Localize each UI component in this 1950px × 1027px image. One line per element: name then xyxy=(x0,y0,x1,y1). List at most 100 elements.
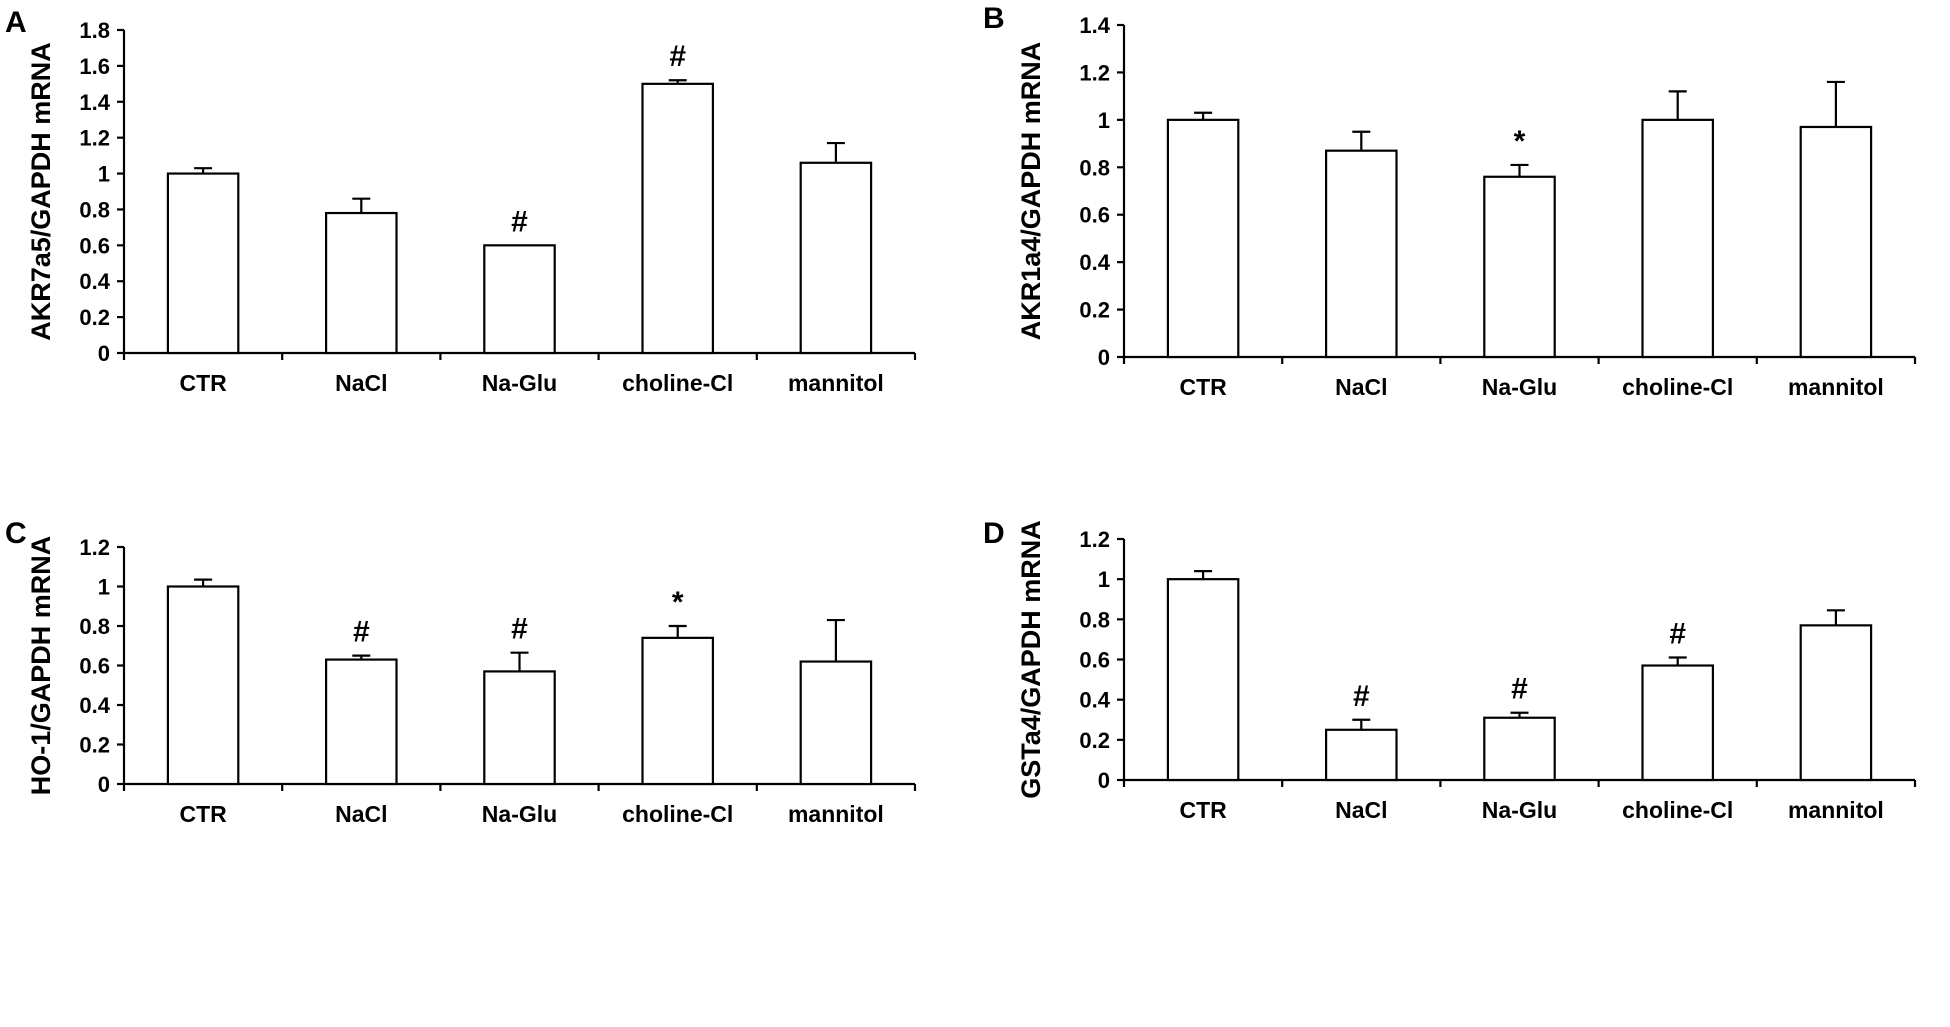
y-axis-label-d: GSTa4/GAPDH mRNA xyxy=(1016,520,1046,799)
x-category-label: Na-Glu xyxy=(1482,797,1557,823)
y-tick-label: 0 xyxy=(98,772,110,797)
error-bar-c-ctr xyxy=(194,578,213,587)
error-bar-d-choline-cl xyxy=(1668,656,1687,666)
error-bar-b-na-glu xyxy=(1510,163,1529,177)
y-axis-label-b: AKR1a4/GAPDH mRNA xyxy=(1016,42,1046,341)
bar-c-ctr xyxy=(166,585,240,786)
chart-panel-b: B AKR1a4/GAPDH mRNA 0 0.2 0.4 0.6 0.8 1 1.2 1.4 CT… xyxy=(975,0,1950,505)
y-tick-label: 1.4 xyxy=(79,90,110,115)
y-tick-label: 0.8 xyxy=(1079,607,1110,632)
y-axis-label-c: HO-1/GAPDH mRNA xyxy=(26,536,56,796)
y-tick-label: 0.8 xyxy=(79,197,110,222)
error-bar-d-mannitol xyxy=(1826,609,1845,626)
y-axis-label-a: AKR7a5/GAPDH mRNA xyxy=(26,42,56,341)
error-bar-a-choline-cl xyxy=(668,79,687,84)
significance-mark: # xyxy=(1511,673,1528,706)
error-bar-b-nacl xyxy=(1352,130,1371,151)
error-bar-d-na-glu xyxy=(1510,711,1529,718)
chart-svg-c: CHO-1/GAPDH mRNA 0 0.2 0.4 0.6 0.8 1 1.2 CTR # NaC… xyxy=(5,517,917,827)
y-tick-label: 0.6 xyxy=(1079,203,1110,228)
bar-d-nacl xyxy=(1325,728,1398,782)
bar-b-na-glu xyxy=(1483,175,1556,359)
x-category-label: choline-Cl xyxy=(622,370,733,396)
significance-mark: # xyxy=(1353,680,1370,713)
x-category-label: choline-Cl xyxy=(1622,374,1733,400)
bar-c-na-glu xyxy=(483,670,556,786)
panel-letter-c: C xyxy=(5,517,27,550)
x-category-label: Na-Glu xyxy=(482,801,557,827)
x-category-label: CTR xyxy=(1179,374,1227,400)
y-tick-label: 1.2 xyxy=(1079,60,1110,85)
bar-b-choline-cl xyxy=(1641,118,1714,359)
y-tick-label: 0.6 xyxy=(79,233,110,258)
x-category-label: mannitol xyxy=(788,801,884,827)
panel-letter-b: B xyxy=(983,2,1005,35)
significance-mark: # xyxy=(511,205,528,238)
bar-c-mannitol xyxy=(799,660,873,786)
y-tick-label: 0.4 xyxy=(79,269,110,294)
error-bar-d-nacl xyxy=(1352,718,1371,730)
x-category-label: NaCl xyxy=(1335,797,1387,823)
error-bar-a-nacl xyxy=(352,197,371,214)
x-category-label: choline-Cl xyxy=(1622,797,1733,823)
y-tick-label: 0.4 xyxy=(1079,688,1110,713)
bar-a-nacl xyxy=(325,211,398,355)
y-tick-label: 0.8 xyxy=(1079,155,1110,180)
bar-c-choline-cl xyxy=(641,636,714,786)
bar-a-mannitol xyxy=(799,161,873,355)
bar-d-na-glu xyxy=(1483,716,1556,782)
x-category-label: NaCl xyxy=(335,370,387,396)
error-bar-d-ctr xyxy=(1194,570,1213,580)
y-tick-label: 1.8 xyxy=(79,18,110,43)
y-tick-label: 0 xyxy=(1098,345,1110,370)
x-category-label: CTR xyxy=(179,801,227,827)
significance-mark: # xyxy=(511,613,528,646)
error-bar-b-mannitol xyxy=(1826,80,1845,127)
y-tick-label: 1 xyxy=(98,575,110,600)
y-tick-label: 1.2 xyxy=(1079,527,1110,552)
y-tick-label: 0.6 xyxy=(1079,648,1110,673)
y-tick-label: 1 xyxy=(1098,108,1110,133)
y-tick-label: 0.6 xyxy=(79,654,110,679)
error-bar-a-ctr xyxy=(194,167,213,174)
significance-mark: # xyxy=(353,616,370,649)
y-tick-label: 0.2 xyxy=(79,733,110,758)
y-tick-label: 0.2 xyxy=(79,305,110,330)
significance-mark: * xyxy=(672,586,684,619)
x-category-label: CTR xyxy=(1179,797,1227,823)
x-category-label: NaCl xyxy=(1335,374,1387,400)
y-tick-label: 1.6 xyxy=(79,54,110,79)
x-category-label: NaCl xyxy=(335,801,387,827)
y-tick-label: 1 xyxy=(98,162,110,187)
x-category-label: choline-Cl xyxy=(622,801,733,827)
panel-letter-a: A xyxy=(5,6,27,39)
chart-panel-a: A AKR7a5/GAPDH mRNA 0 0.2 0.4 0.6 0.8 1 1.2 1.4 1.… xyxy=(0,0,960,505)
x-category-label: Na-Glu xyxy=(1482,374,1557,400)
y-tick-label: 1.2 xyxy=(79,126,110,151)
error-bar-c-mannitol xyxy=(826,618,845,662)
chart-svg-b: B AKR1a4/GAPDH mRNA 0 0.2 0.4 0.6 0.8 1 1.2 1.4 CT… xyxy=(983,2,1917,400)
bar-b-ctr xyxy=(1166,118,1240,359)
y-tick-label: 1.4 xyxy=(1079,13,1110,38)
y-tick-label: 0.4 xyxy=(79,693,110,718)
bar-d-mannitol xyxy=(1799,624,1873,782)
significance-mark: # xyxy=(1669,617,1686,650)
x-category-label: CTR xyxy=(179,370,227,396)
error-bar-a-mannitol xyxy=(826,141,845,163)
bar-a-ctr xyxy=(166,172,240,355)
chart-panel-d: D GSTa4/GAPDH mRNA 0 0.2 0.4 0.6 0.8 1 1.2 CTR # Na… xyxy=(975,505,1950,1027)
error-bar-b-choline-cl xyxy=(1668,90,1687,120)
bar-d-choline-cl xyxy=(1641,664,1714,782)
chart-svg-d: D GSTa4/GAPDH mRNA 0 0.2 0.4 0.6 0.8 1 1.2 CTR # Na… xyxy=(983,517,1917,823)
x-category-label: mannitol xyxy=(788,370,884,396)
error-bar-b-ctr xyxy=(1194,111,1213,120)
error-bar-c-choline-cl xyxy=(668,624,687,638)
error-bar-c-na-glu xyxy=(510,651,529,672)
y-tick-label: 1 xyxy=(1098,567,1110,592)
significance-mark: # xyxy=(669,40,686,73)
y-tick-label: 0.8 xyxy=(79,614,110,639)
bar-b-mannitol xyxy=(1799,125,1873,359)
y-tick-label: 0.2 xyxy=(1079,728,1110,753)
chart-panel-c: C HO-1/GAPDH mRNA 0 0.2 0.4 0.6 0.8 1 1.2 CTR # NaC… xyxy=(0,505,960,1027)
